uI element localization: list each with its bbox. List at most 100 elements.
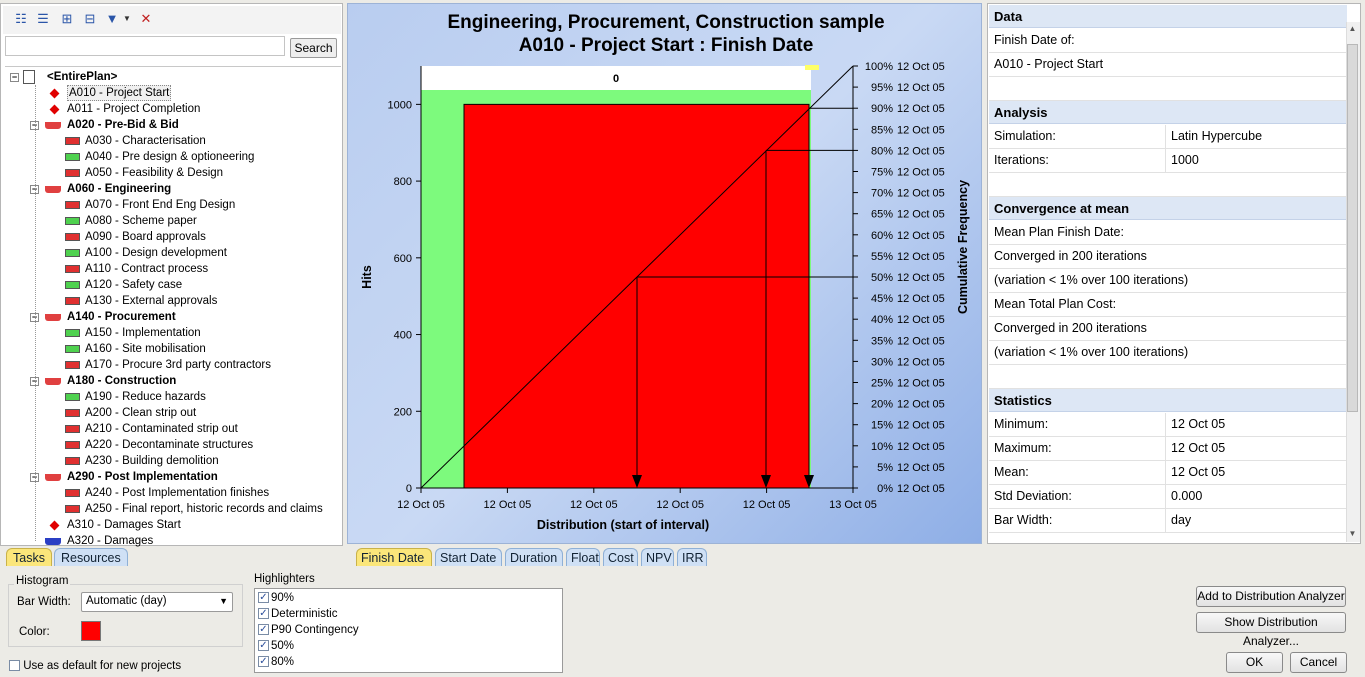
y2-tick-percent: 75% <box>871 167 893 179</box>
tree-item[interactable]: A080 - Scheme paper <box>5 213 341 229</box>
scroll-up-icon[interactable]: ▲ <box>1348 24 1357 33</box>
tab-duration[interactable]: Duration <box>505 548 563 566</box>
color-label: Color: <box>19 626 50 638</box>
tree-item[interactable]: A240 - Post Implementation finishes <box>5 485 341 501</box>
tree-item[interactable]: A220 - Decontaminate structures <box>5 437 341 453</box>
tree-item[interactable]: A050 - Feasibility & Design <box>5 165 341 181</box>
ok-button[interactable]: OK <box>1226 652 1283 673</box>
scroll-down-icon[interactable]: ▼ <box>1348 529 1357 538</box>
highlighter-item[interactable]: ✓ P90 Contingency <box>258 622 359 638</box>
milestone-diamond-icon <box>49 520 60 531</box>
tree-item[interactable]: A070 - Front End Eng Design <box>5 197 341 213</box>
highlighter-item[interactable]: ✓ Deterministic <box>258 606 337 622</box>
tree-item[interactable]: A130 - External approvals <box>5 293 341 309</box>
expand-all-icon[interactable]: ⊞ <box>61 11 73 26</box>
tab-resources[interactable]: Resources <box>54 548 128 566</box>
clear-filter-icon[interactable]: ✕ <box>140 11 152 26</box>
default-checkbox[interactable]: Use as default for new projects <box>9 660 181 672</box>
highlighter-item[interactable]: ✓ 50% <box>258 638 294 654</box>
tree-item[interactable]: A190 - Reduce hazards <box>5 389 341 405</box>
scrollbar-thumb[interactable] <box>1347 44 1358 412</box>
tree-item[interactable]: A011 - Project Completion <box>5 101 341 117</box>
tree-item-label: A240 - Post Implementation finishes <box>85 487 270 499</box>
y2-tick-date: 12 Oct 05 <box>897 314 945 326</box>
collapse-toggle-icon[interactable]: − <box>30 184 39 194</box>
tree-view-icon[interactable]: ☷ <box>15 11 27 26</box>
tab-finish-date[interactable]: Finish Date <box>356 548 432 566</box>
add-to-distribution-analyzer-button[interactable]: Add to Distribution Analyzer <box>1196 586 1346 607</box>
data-row: Mean Plan Finish Date: <box>989 221 1347 245</box>
tree-item[interactable]: − A140 - Procurement <box>5 309 341 325</box>
tree-item[interactable]: A250 - Final report, historic records an… <box>5 501 341 517</box>
tree-item[interactable]: − A020 - Pre-Bid & Bid <box>5 117 341 133</box>
tree-item[interactable]: A210 - Contaminated strip out <box>5 421 341 437</box>
tab-tasks[interactable]: Tasks <box>6 548 52 566</box>
tree-item-label: A320 - Damages <box>67 535 154 547</box>
tab-cost[interactable]: Cost <box>603 548 638 566</box>
checkbox-icon[interactable]: ✓ <box>258 640 269 652</box>
tree-item[interactable]: A310 - Damages Start <box>5 517 341 533</box>
data-key: Maximum: <box>989 437 1166 461</box>
tab-start-date[interactable]: Start Date <box>435 548 502 566</box>
tree-item[interactable]: − A180 - Construction <box>5 373 341 389</box>
tree-item[interactable]: − <EntirePlan> <box>5 69 341 85</box>
collapse-toggle-icon[interactable]: − <box>30 312 39 322</box>
bar-width-select[interactable]: Automatic (day) ▼ <box>81 592 233 612</box>
filter-icon[interactable]: ▼ <box>105 11 119 26</box>
top-marker <box>805 65 819 70</box>
tree-item[interactable]: A160 - Site mobilisation <box>5 341 341 357</box>
checkbox-icon[interactable]: ✓ <box>258 624 269 636</box>
collapse-toggle-icon[interactable]: − <box>30 120 39 130</box>
tree-item[interactable]: A110 - Contract process <box>5 261 341 277</box>
cancel-button[interactable]: Cancel <box>1290 652 1347 673</box>
data-row: Iterations: 1000 <box>989 149 1347 173</box>
bar-width-label: Bar Width: <box>17 596 71 608</box>
tree-item[interactable]: A230 - Building demolition <box>5 453 341 469</box>
highlighter-item[interactable]: ✓ 80% <box>258 654 294 670</box>
tree-item[interactable]: A120 - Safety case <box>5 277 341 293</box>
checkbox-icon[interactable]: ✓ <box>258 608 269 620</box>
tree-item[interactable]: − A060 - Engineering <box>5 181 341 197</box>
tree-item[interactable]: A040 - Pre design & optioneering <box>5 149 341 165</box>
tree-item[interactable]: A150 - Implementation <box>5 325 341 341</box>
tree-item-label: A050 - Feasibility & Design <box>85 167 224 179</box>
search-input[interactable] <box>5 36 285 56</box>
tree-item-label: A290 - Post Implementation <box>67 471 218 483</box>
color-swatch[interactable] <box>81 621 101 641</box>
tree-guide-line <box>35 85 36 541</box>
tree-item[interactable]: A100 - Design development <box>5 245 341 261</box>
summary-bar-icon <box>45 474 61 481</box>
histogram-group-label: Histogram <box>14 575 71 587</box>
search-button[interactable]: Search <box>290 38 337 58</box>
checkbox-icon[interactable]: ✓ <box>258 656 269 668</box>
y2-tick-date: 12 Oct 05 <box>897 356 945 368</box>
collapse-toggle-icon[interactable]: − <box>30 472 39 482</box>
highlighter-label: Deterministic <box>271 608 338 620</box>
show-distribution-analyzer-button[interactable]: Show Distribution Analyzer... <box>1196 612 1346 648</box>
y2-tick-date: 12 Oct 05 <box>897 483 945 495</box>
y2-tick-percent: 35% <box>871 335 893 347</box>
tab-irr[interactable]: IRR <box>677 548 707 566</box>
data-row <box>989 365 1347 389</box>
tab-float[interactable]: Float <box>566 548 600 566</box>
red-task-bar-icon <box>65 201 80 209</box>
tree-item[interactable]: A090 - Board approvals <box>5 229 341 245</box>
collapse-toggle-icon[interactable]: − <box>10 72 19 82</box>
collapse-all-icon[interactable]: ⊟ <box>84 11 96 26</box>
data-row: Bar Width: day <box>989 509 1347 533</box>
tree-item[interactable]: A010 - Project Start <box>5 85 341 101</box>
tree-item[interactable]: A200 - Clean strip out <box>5 405 341 421</box>
list-view-icon[interactable]: ☰ <box>37 11 49 26</box>
data-row: Mean Total Plan Cost: <box>989 293 1347 317</box>
highlighter-item[interactable]: ✓ 90% <box>258 590 294 606</box>
y2-tick-date: 12 Oct 05 <box>897 188 945 200</box>
dropdown-arrow-icon[interactable]: ▼ <box>123 14 131 23</box>
tab-npv[interactable]: NPV <box>641 548 674 566</box>
tree-item[interactable]: − A290 - Post Implementation <box>5 469 341 485</box>
tree-item[interactable]: A030 - Characterisation <box>5 133 341 149</box>
tree-item[interactable]: A170 - Procure 3rd party contractors <box>5 357 341 373</box>
tree-item[interactable]: A320 - Damages <box>5 533 341 549</box>
tree-item-label: A220 - Decontaminate structures <box>85 439 254 451</box>
checkbox-icon[interactable]: ✓ <box>258 592 269 604</box>
collapse-toggle-icon[interactable]: − <box>30 376 39 386</box>
